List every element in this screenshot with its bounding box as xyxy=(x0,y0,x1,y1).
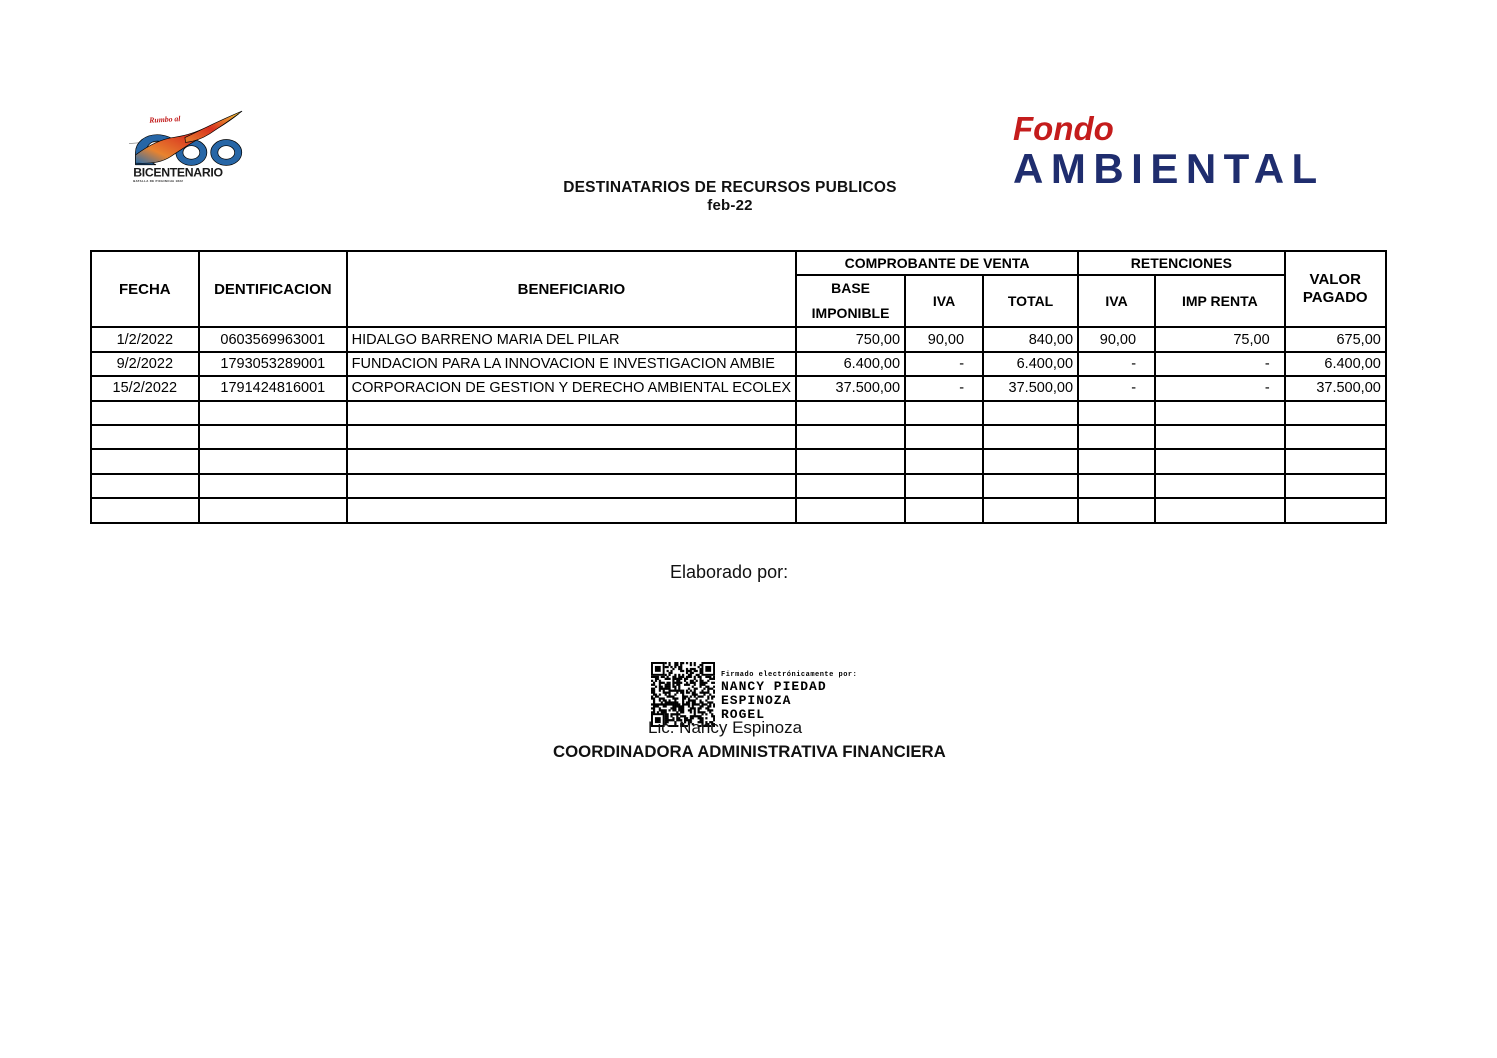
svg-text:Rumbo al: Rumbo al xyxy=(148,114,181,125)
svg-text:BATALLA DE PICHINCHA 1822: BATALLA DE PICHINCHA 1822 xyxy=(133,179,183,183)
svg-text:BICENTENARIO: BICENTENARIO xyxy=(133,166,223,180)
